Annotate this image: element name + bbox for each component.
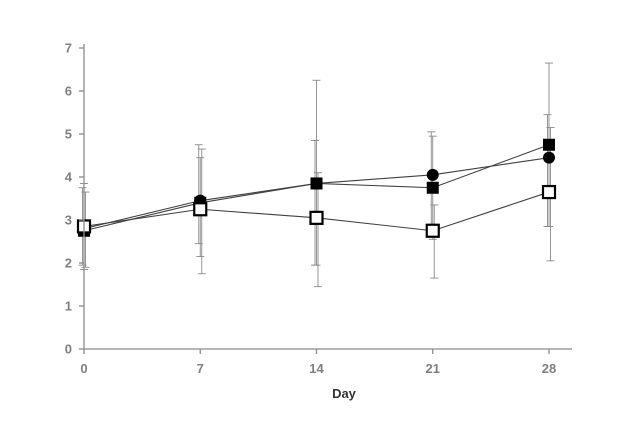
y-tick-label: 6	[65, 84, 72, 99]
data-point-filled-square	[310, 177, 323, 190]
data-point-open-square	[425, 223, 440, 238]
data-point-open-square	[309, 210, 324, 225]
x-ticks: 0 7 14 21 28	[80, 349, 556, 376]
x-tick-label: 0	[80, 361, 87, 376]
x-tick-label: 14	[309, 361, 324, 376]
y-tick-label: 2	[65, 256, 72, 271]
data-point-circle	[543, 151, 555, 164]
data-point-circle	[426, 168, 439, 181]
y-tick-label: 3	[65, 213, 72, 228]
data-point-open-square	[541, 184, 557, 200]
data-markers	[76, 138, 557, 238]
y-tick-label: 0	[65, 342, 72, 357]
y-tick-label: 5	[65, 127, 72, 142]
x-tick-label: 21	[426, 361, 440, 376]
y-tick-label: 7	[65, 41, 72, 56]
y-tick-label: 1	[65, 299, 72, 314]
x-tick-label: 7	[197, 361, 204, 376]
x-axis-title: Day	[332, 386, 357, 401]
error-bars	[78, 62, 555, 288]
y-ticks: 0 1 2 3 4 5 6 7	[65, 41, 84, 357]
y-tick-label: 4	[65, 170, 73, 185]
data-point-filled-square	[426, 181, 439, 194]
data-point-filled-square	[543, 138, 555, 151]
data-point-open-square	[193, 202, 208, 217]
x-tick-label: 28	[542, 361, 556, 376]
